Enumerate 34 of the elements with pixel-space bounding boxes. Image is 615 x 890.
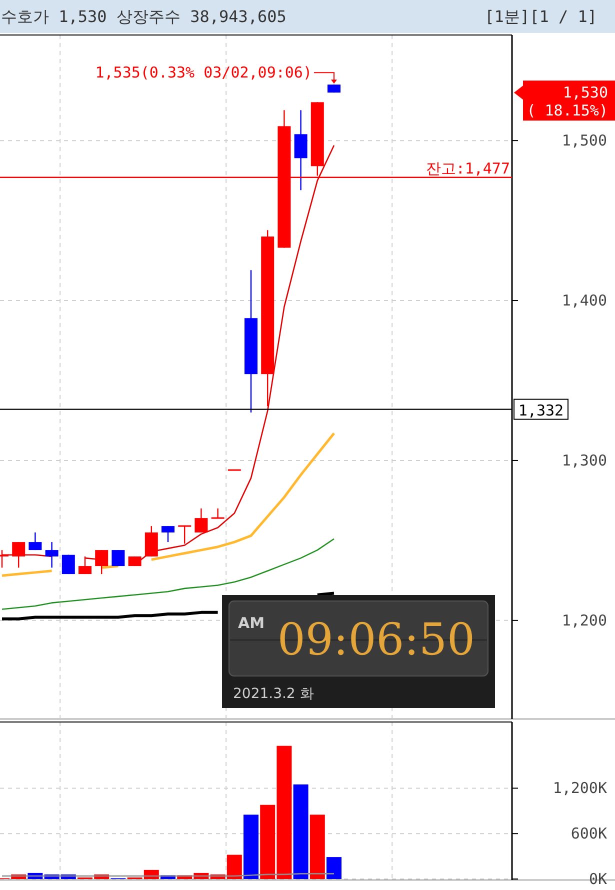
- annotation: AM: [238, 614, 265, 632]
- text: ( 18.15%): [526, 102, 608, 120]
- candlestick: [294, 110, 308, 191]
- candlestick: [211, 508, 224, 519]
- candlestick: [95, 549, 108, 575]
- bar: [326, 857, 342, 879]
- annotation: 1,535(0.33% 03/02,09:06): [95, 64, 312, 82]
- candlestick: [112, 549, 125, 567]
- candlestick: [28, 532, 42, 551]
- y-tick-label: 1,200: [562, 611, 607, 630]
- bar: [293, 784, 308, 879]
- candlestick: [194, 508, 208, 534]
- chart-title: 수호가 1,530 상장주수 38,943,605: [1, 7, 286, 26]
- annotation: 09:06:50: [277, 614, 475, 666]
- candlestick: [178, 525, 192, 544]
- bar: [244, 814, 258, 879]
- y-tick-label: 1,200K: [552, 779, 607, 798]
- text: 1,530: [562, 84, 608, 102]
- candlestick: [144, 525, 158, 558]
- y-tick-label: 600K: [570, 824, 607, 843]
- candlestick: [45, 541, 58, 568]
- y-tick-label: 0K: [588, 870, 607, 888]
- annotation: 2021.3.2 화: [233, 686, 314, 702]
- candlestick: [12, 541, 26, 568]
- y-tick-label: 1,400: [562, 292, 607, 310]
- candlestick: [78, 556, 92, 575]
- text: [1분][1 / 1]: [484, 7, 597, 26]
- y-tick-label: 1,500: [562, 132, 607, 150]
- line-series: [1, 538, 335, 610]
- ref-line-label: 1,332: [518, 401, 564, 420]
- ref-line-label: 잔고:1,477: [426, 159, 510, 178]
- y-tick-label: 1,300: [562, 451, 607, 470]
- bar: [310, 814, 325, 879]
- candlestick: [162, 525, 174, 543]
